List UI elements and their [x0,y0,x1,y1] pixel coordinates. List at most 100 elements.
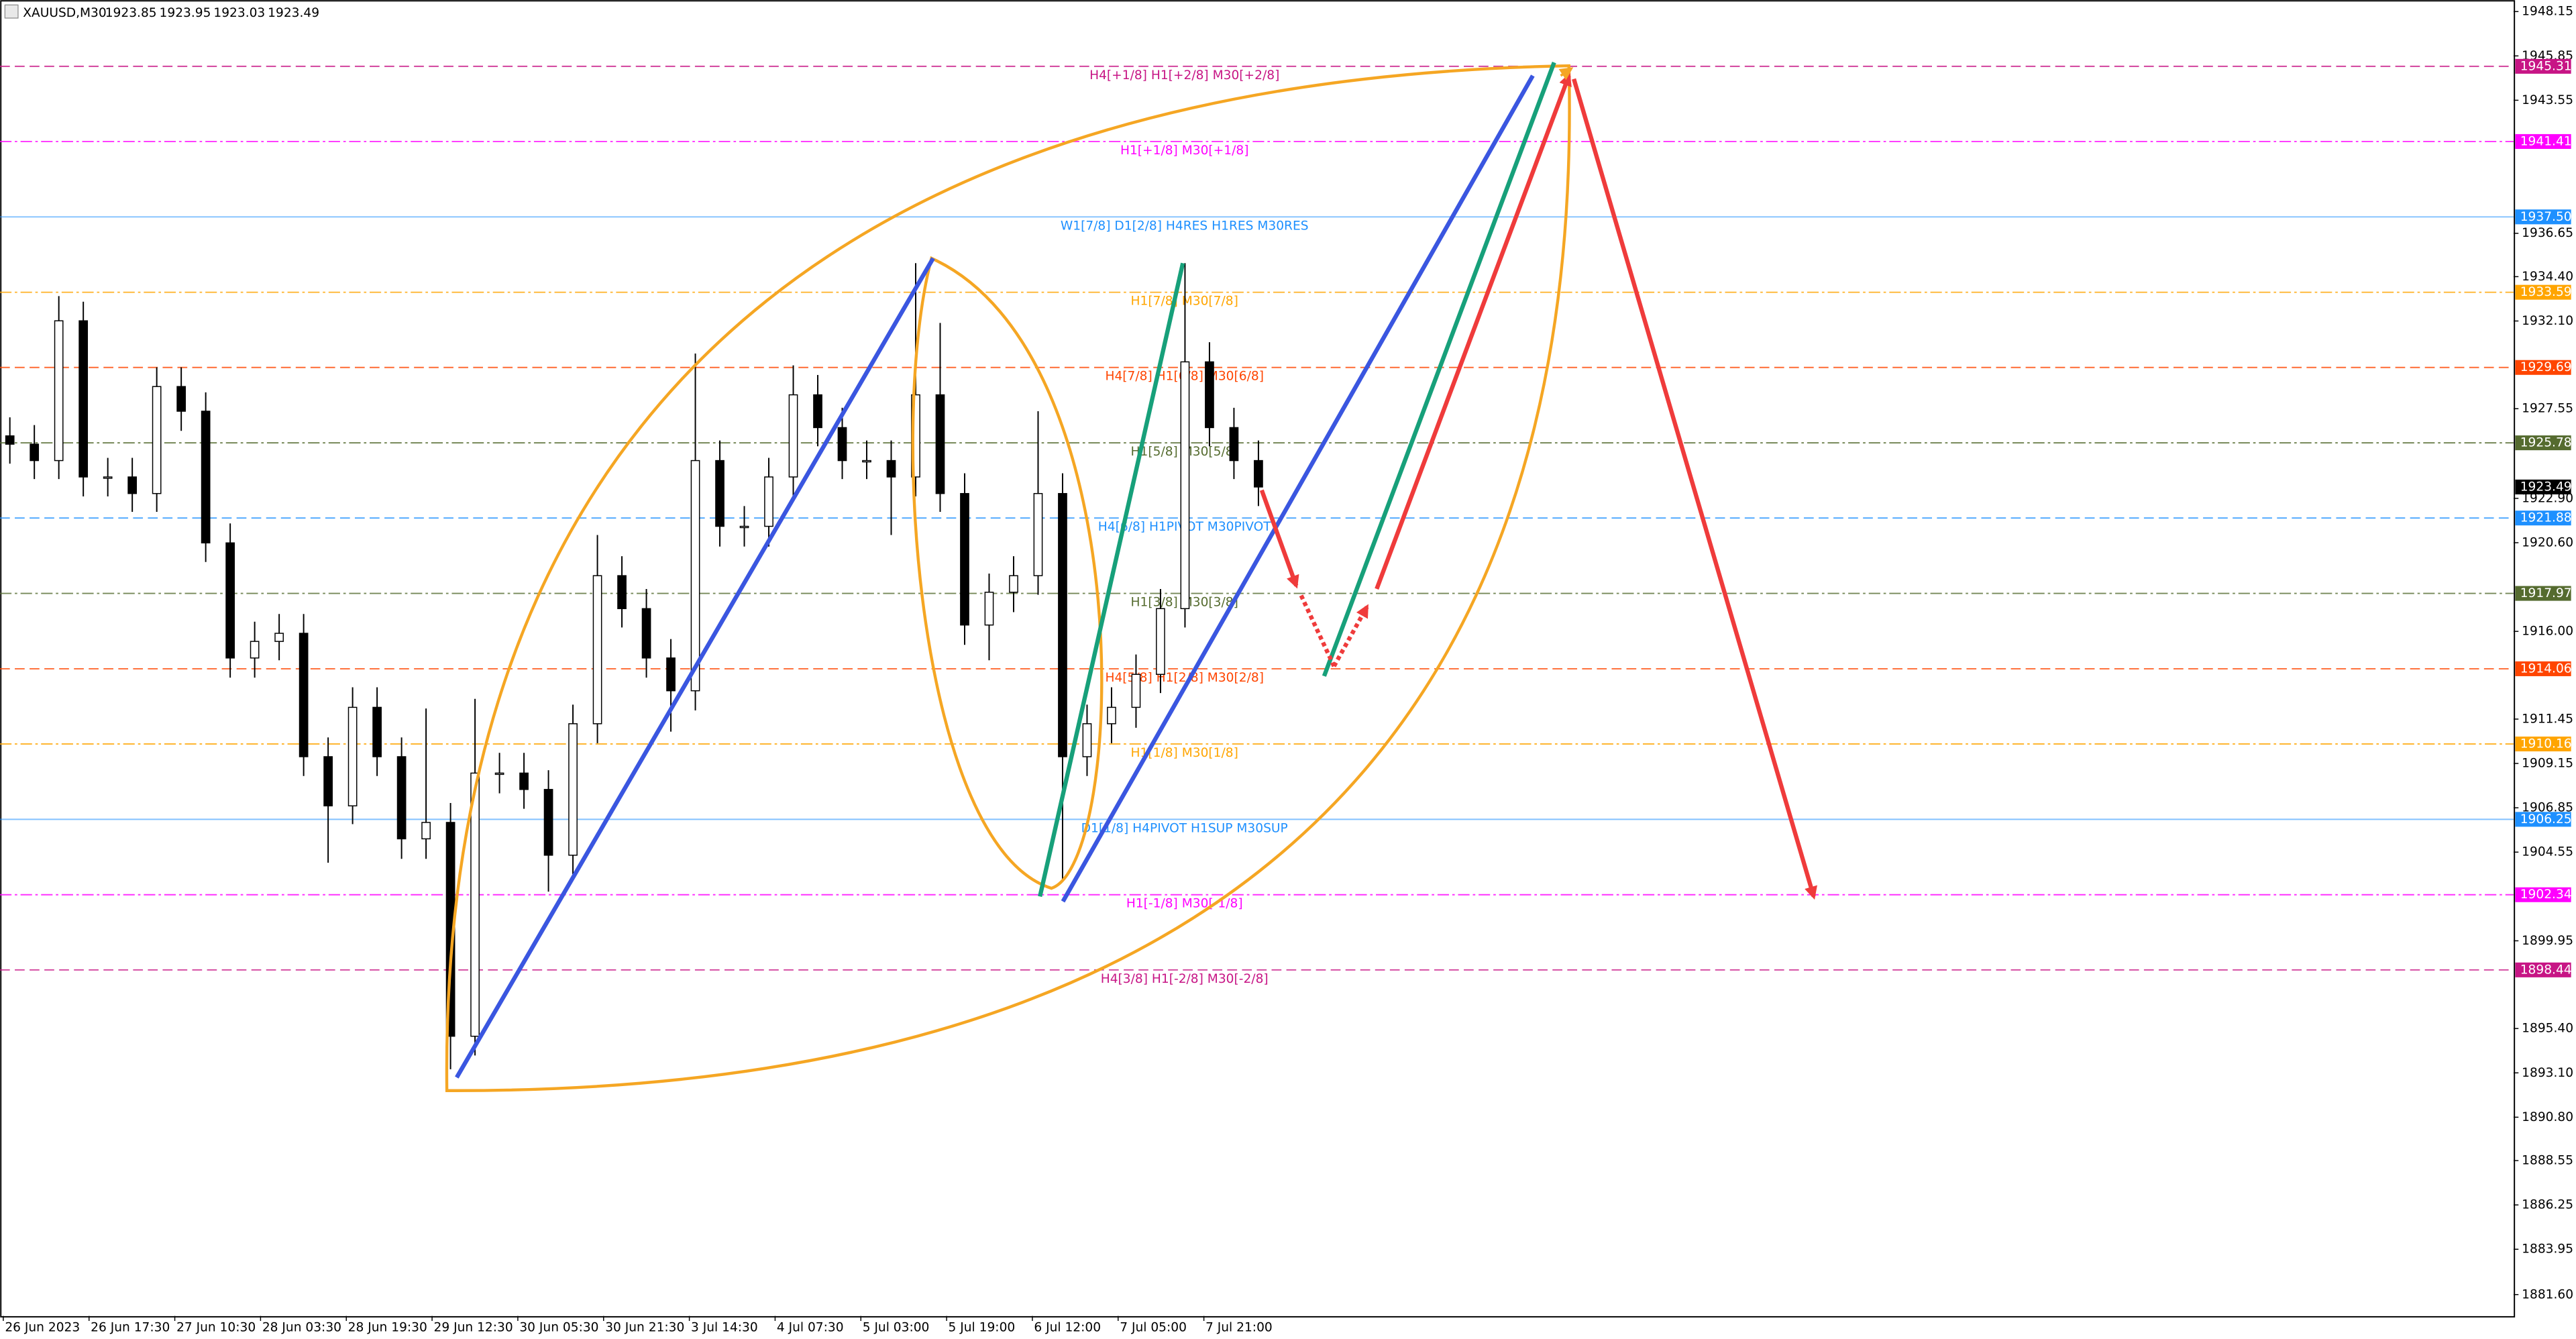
level-price: 1925.78 [2520,436,2572,450]
candle-body [1180,361,1190,610]
y-tick-label: 1922.90 [2522,491,2573,505]
y-tick-label: 1934.40 [2522,270,2573,284]
dotted-arrow [1332,604,1369,667]
current-price: 1923.49 [2520,480,2572,494]
candle-body [568,723,578,856]
trend-line [1061,74,1535,903]
candle-body [347,706,358,806]
y-tick-label: 1895.40 [2522,1022,2573,1036]
candle-body [813,394,822,429]
y-tick-label: 1890.80 [2522,1110,2573,1124]
candle-body [1205,361,1214,429]
candle-body [592,575,602,725]
time-axis: 26 Jun 2023 26 Jun 17:30 27 Jun 10:30 28 Ju… [3,1316,1273,1334]
candle-body [470,772,480,1037]
level-price-box [2515,360,2571,375]
orange-curve [445,64,1571,1092]
dotted-arrow [1299,594,1336,667]
level-price-box [2515,586,2571,601]
level-price-box [2515,435,2571,451]
candle-body [1229,427,1239,462]
y-tick-label: 1906.85 [2522,801,2573,815]
y-tick-label: 1911.45 [2522,712,2573,726]
x-tick-label: 6 Jul 12:00 [1034,1320,1101,1334]
candle-body [641,608,651,659]
y-tick-label: 1927.55 [2522,402,2573,416]
level-price-box [2515,887,2571,902]
arrow [1259,489,1299,589]
orange-loop [911,256,1104,890]
level-label: H1[-1/8] M30[-1/8] [1126,897,1243,911]
candle-body [739,525,749,529]
candle-body [103,476,113,479]
candle-body [960,492,969,626]
candle-body [1058,492,1067,757]
candle-body [176,386,186,412]
drawings [445,62,1817,1092]
symbol: XAUUSD,M30 [23,6,106,20]
level-label: H4[+1/8] H1[+2/8] M30[+2/8] [1089,68,1279,83]
level-label: D1[1/8] H4PIVOT H1SUP M30SUP [1081,821,1288,835]
level-price-box [2515,58,2571,74]
y-tick-label: 1883.95 [2522,1242,2573,1256]
candle-body [1082,723,1092,757]
level-label: H1[1/8] M30[1/8] [1131,746,1238,760]
level-price: 1937.50 [2520,210,2572,224]
candle-body [666,657,676,692]
candle-body [127,476,138,494]
x-tick-label: 30 Jun 21:30 [605,1320,684,1334]
candle-body [1254,460,1263,488]
candle-body [494,772,504,775]
trend-line [1038,262,1185,898]
candle-body [837,427,847,462]
level-price-box [2515,736,2571,752]
x-tick-label: 3 Jul 14:30 [691,1320,758,1334]
y-tick-label: 1943.55 [2522,93,2573,107]
levels: H4[+1/8] H1[+2/8] M30[+2/8] H1[+1/8] M30[… [0,65,2514,986]
level-price: 1917.97 [2520,586,2572,600]
candle-body [862,460,871,463]
candle-body [935,394,945,494]
level-price: 1902.34 [2520,888,2572,902]
candle-body [1107,706,1116,725]
y-tick-label: 1881.60 [2522,1287,2573,1301]
current-price-box [2515,479,2571,494]
candle-body [274,633,284,642]
y-tick-label: 1904.55 [2522,845,2573,859]
x-tick-label: 4 Jul 07:30 [777,1320,844,1334]
level-price-box [2515,511,2571,526]
candle-body [5,435,15,445]
candle-body [299,633,309,757]
trend-line [1322,62,1556,677]
candle-body [372,706,382,757]
level-price: 1941.41 [2520,134,2572,148]
quote: 1923.49 [268,6,319,20]
level-price-box [2515,133,2571,149]
candle-body [152,386,162,494]
level-price-box [2515,284,2571,300]
candle-body [54,320,64,462]
candle-body [715,460,724,527]
arrow [1572,78,1817,900]
x-tick-label: 29 Jun 12:30 [434,1320,513,1334]
candle-body [250,641,260,659]
x-tick-label: 30 Jun 05:30 [519,1320,598,1334]
level-price-box [2515,962,2571,977]
y-tick-label: 1932.10 [2522,314,2573,328]
level-label: H4[3/8] H1[-2/8] M30[-2/8] [1101,972,1269,986]
level-label: W1[7/8] D1[2/8] H4RES H1RES M30RES [1061,219,1309,233]
candle-body [617,575,627,610]
level-price: 1910.16 [2520,737,2572,751]
candle-body [396,756,407,840]
quote: 1923.95 [160,6,211,20]
candle-body [788,394,798,478]
candle-body [984,592,994,626]
candle-body [1033,492,1043,576]
level-price-box [2515,661,2571,676]
x-tick-label: 7 Jul 05:00 [1120,1320,1187,1334]
level-label: H4[5/8] H1[2/8] M30[2/8] [1105,671,1264,685]
level-price-box [2515,812,2571,827]
quote: 1923.85 [105,6,157,20]
candle-body [764,476,773,527]
